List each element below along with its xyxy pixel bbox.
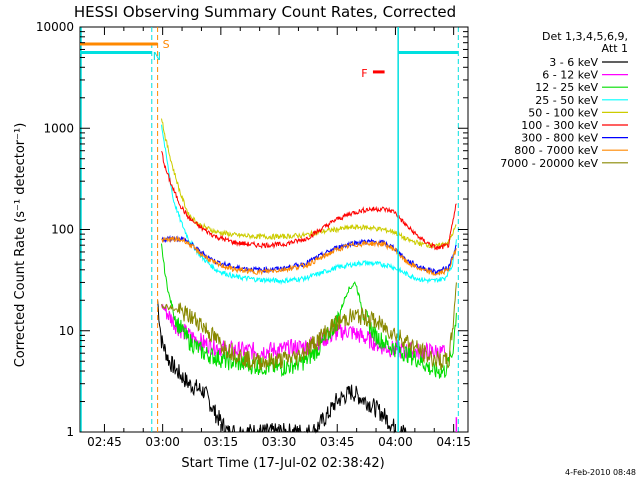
legend-label: 7000 - 20000 keV [500,157,598,170]
x-tick-label: 02:45 [87,435,122,449]
y-tick-label: 100 [51,223,74,237]
footer-date: 4-Feb-2010 08:48 [565,468,636,477]
series-line [157,300,407,434]
n-label: N [153,50,161,63]
series-line [161,124,457,286]
y-tick-label: 10000 [36,20,74,34]
x-tick-label: 03:30 [262,435,297,449]
x-tick-label: 03:45 [320,435,355,449]
series-line [161,234,457,276]
y-tick-label: 1000 [43,121,74,135]
legend-label: 50 - 100 keV [528,106,598,119]
series-line [161,235,457,277]
legend-label: 12 - 25 keV [535,81,598,94]
legend-label: 6 - 12 keV [542,69,598,82]
x-tick-label: 03:15 [204,435,239,449]
legend-header-line1: Det 1,3,4,5,6,9, [542,30,628,43]
chart-title: HESSI Observing Summary Count Rates, Cor… [74,3,456,21]
y-tick-label: 1 [66,425,74,439]
y-axis-label: Corrected Count Rate (s⁻¹ detector⁻¹) [13,123,28,368]
x-axis-label: Start Time (17-Jul-02 02:38:42) [181,456,384,471]
legend-label: 800 - 7000 keV [514,144,598,157]
x-tick-label: 03:00 [145,435,180,449]
axis-ticks: 02:45 03:00 03:15 03:30 03:45 04:00 04:15 1 10 10… [36,20,471,449]
legend-header-line2: Att 1 [602,42,628,55]
series-line [161,118,457,249]
series-line [161,282,457,371]
legend-label: 25 - 50 keV [535,94,598,107]
series-line [161,150,457,251]
attenuator-markers: SN F [80,27,459,432]
legend-label: 100 - 300 keV [521,119,598,132]
s-label: S [163,38,170,51]
x-tick-label: 04:00 [378,435,413,449]
series-lines [157,118,457,434]
y-tick-label: 10 [59,324,74,338]
legend-label: 3 - 6 keV [549,56,598,69]
legend-label: 300 - 800 keV [521,132,598,145]
x-tick-label: 04:15 [436,435,471,449]
f-label: F [361,67,367,80]
